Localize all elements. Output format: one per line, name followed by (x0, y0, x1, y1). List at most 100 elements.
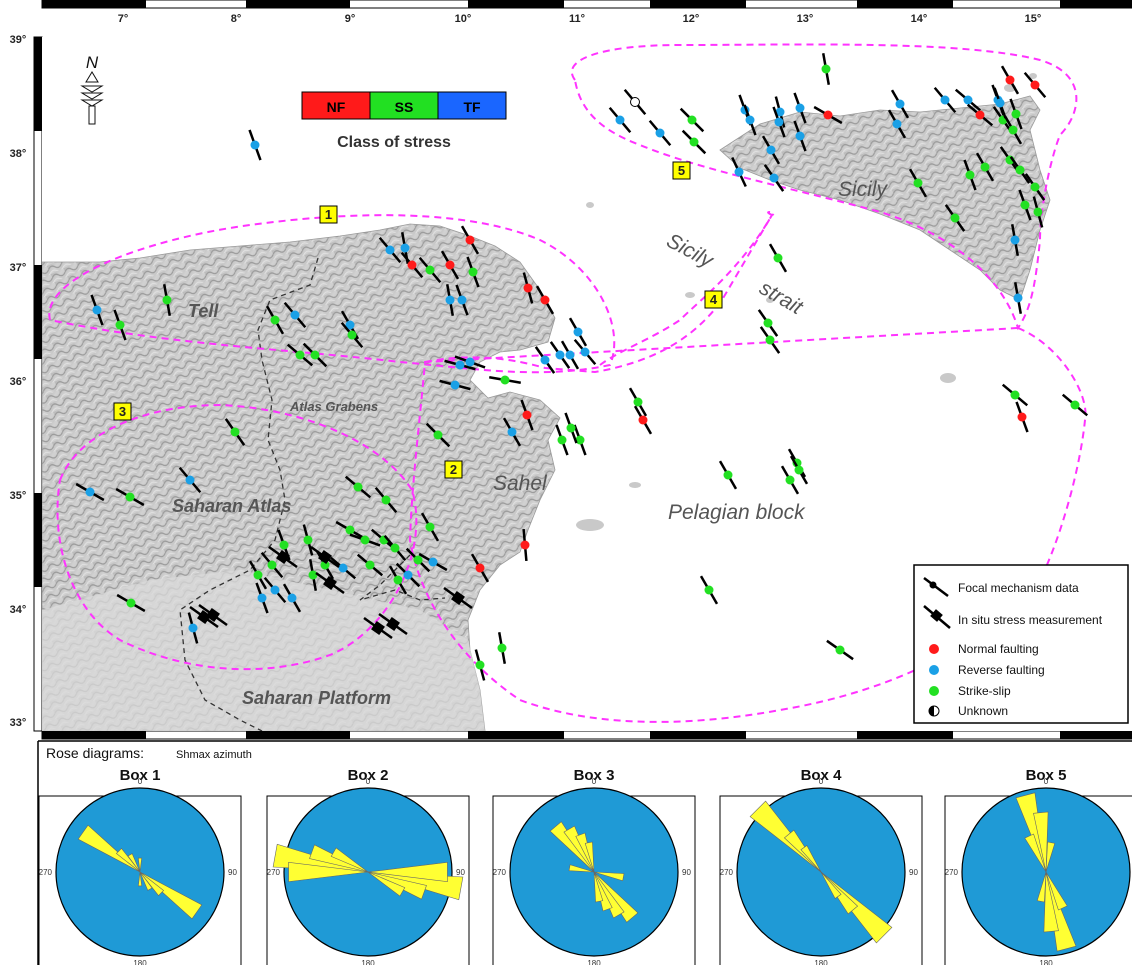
reverse-faulting-marker (615, 115, 625, 125)
island (586, 202, 594, 208)
rose-tick-label: 0 (1044, 777, 1049, 786)
reverse-faulting-marker (257, 593, 267, 603)
map-frame (33, 0, 1132, 740)
strike-slip-marker (821, 64, 831, 74)
lon-label: 14° (911, 13, 928, 25)
rose-tick-label: 270 (493, 868, 507, 877)
box-number: 5 (678, 163, 685, 178)
normal-faulting-marker (638, 415, 648, 425)
rose-petal (137, 857, 143, 873)
reverse-faulting-marker (457, 295, 467, 305)
strike-slip-marker (230, 427, 240, 437)
box-number: 3 (119, 404, 126, 419)
country-border (179, 257, 319, 731)
north-label: N (86, 53, 99, 72)
strike-slip-marker (1008, 125, 1018, 135)
in-situ-marker (276, 550, 290, 564)
lon-label: 7° (118, 13, 129, 25)
stress-class-label: NF (327, 99, 346, 115)
in-situ-marker (323, 576, 337, 590)
reverse-faulting-marker (290, 310, 300, 320)
rose-title: Box 4 (801, 767, 843, 784)
normal-faulting-marker (465, 235, 475, 245)
in-situ-marker (206, 608, 220, 622)
box-number: 4 (710, 292, 718, 307)
region-label-saharan-atlas: Saharan Atlas (172, 496, 291, 516)
strike-slip-marker (345, 525, 355, 535)
normal-faulting-marker (407, 260, 417, 270)
island-kerkennah (576, 519, 604, 531)
normal-faulting-marker (1005, 75, 1015, 85)
lat-label: 36° (10, 376, 27, 388)
island-malta (940, 373, 956, 383)
rose-petal (568, 864, 595, 873)
island (1029, 73, 1037, 79)
strike-slip-marker (162, 295, 172, 305)
lon-label: 12° (683, 13, 700, 25)
rose-panel: Rose diagrams: Shmax azimuth Box 1090180… (37, 740, 1132, 968)
rose-petal (139, 871, 165, 897)
rose-petal (593, 871, 625, 882)
rose-diagram-box-1: Box 10 90 180 270 (38, 767, 242, 968)
lon-label: 11° (569, 13, 585, 25)
rose-tick-label: 0 (138, 777, 143, 786)
rose-title: Box 5 (1026, 767, 1067, 784)
strike-slip-marker (557, 435, 567, 445)
rose-subheader: Shmax azimuth (176, 749, 252, 761)
rose-petal (288, 861, 369, 883)
strike-slip-marker (475, 660, 485, 670)
symbol-legend: Focal mechanism data In situ stress meas… (913, 564, 1129, 724)
rose-tick-label: 90 (682, 868, 691, 877)
rose-petal (1043, 871, 1059, 933)
rose-petal (1045, 841, 1056, 873)
rose-tick-label: 270 (720, 868, 734, 877)
strike-slip-marker (773, 253, 783, 263)
rose-tick-label: 90 (909, 868, 918, 877)
rose-petal (139, 871, 153, 891)
region-label-sahel: Sahel (493, 472, 548, 495)
reverse-faulting-marker (655, 128, 665, 138)
rose-petal (1033, 811, 1049, 873)
reverse-faulting-marker (250, 140, 260, 150)
reverse-faulting-marker (92, 305, 102, 315)
rose-diagram-box-4: Box 40 90 180 270 (719, 767, 923, 968)
strike-slip-marker (433, 430, 443, 440)
strike-slip-marker (267, 560, 277, 570)
rose-diagram-box-2: Box 20 90 180 270 (266, 767, 470, 968)
rose-tick-label: 180 (133, 959, 147, 965)
rose-tick-label: 180 (1039, 959, 1053, 965)
strike-slip-marker (1020, 200, 1030, 210)
landmass-sicily (719, 95, 1051, 301)
strike-slip-marker (115, 320, 125, 330)
rose-tick-label: 180 (587, 959, 601, 965)
lon-label: 10° (455, 13, 472, 25)
legend-in-situ: In situ stress measurement (958, 613, 1103, 627)
reverse-faulting-marker (507, 427, 517, 437)
normal-faulting-marker (523, 283, 533, 293)
reverse-faulting-marker (580, 347, 590, 357)
legend-normal: Normal faulting (958, 642, 1039, 656)
reverse-faulting-marker (555, 350, 565, 360)
box-tag-1: 1 (319, 205, 338, 224)
region-label-saharan-platform: Saharan Platform (242, 688, 391, 708)
normal-faulting-marker (1030, 80, 1040, 90)
strike-slip-marker (687, 115, 697, 125)
reverse-faulting-marker (428, 557, 438, 567)
reverse-faulting-marker (465, 357, 475, 367)
box-outline-4 (599, 214, 773, 366)
rose-petal (820, 871, 842, 899)
reverse-faulting-marker (540, 355, 550, 365)
saharan-platform-area (42, 570, 485, 731)
strike-slip-marker (980, 162, 990, 172)
strike-slip-marker (360, 535, 370, 545)
box-outline-3 (56, 403, 418, 671)
strike-slip-marker (1033, 207, 1043, 217)
legend-reverse: Reverse faulting (958, 663, 1045, 677)
strike-slip-marker (365, 560, 375, 570)
normal-faulting-marker (475, 563, 485, 573)
rose-tick-label: 180 (814, 959, 828, 965)
reverse-faulting-marker (895, 99, 905, 109)
stress-class-title: Class of stress (337, 134, 451, 151)
island (766, 297, 774, 303)
